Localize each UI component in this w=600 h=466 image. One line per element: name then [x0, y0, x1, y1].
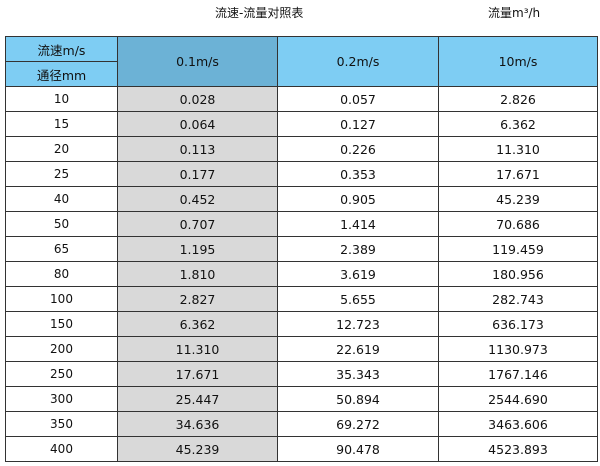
flow-cell: 0.127 [277, 111, 439, 137]
flow-cell: 0.064 [117, 111, 278, 137]
flow-cell: 17.671 [438, 161, 598, 187]
flow-cell: 0.177 [117, 161, 278, 187]
flow-cell: 6.362 [117, 311, 278, 337]
column-header: 10m/s [438, 36, 598, 87]
table-row: 150 6.362 12.723 636.173 [5, 311, 598, 337]
flow-cell: 1767.146 [438, 361, 598, 387]
flow-cell: 2.827 [117, 286, 278, 312]
flow-cell: 45.239 [117, 436, 278, 462]
speed-header: 流速m/s [5, 36, 118, 62]
flow-cell: 69.272 [277, 411, 439, 437]
column-header: 0.2m/s [277, 36, 439, 87]
flow-cell: 2544.690 [438, 386, 598, 412]
table-row: 15 0.064 0.127 6.362 [5, 111, 598, 137]
table-row: 65 1.195 2.389 119.459 [5, 236, 598, 262]
diameter-cell: 10 [5, 86, 118, 112]
flow-cell: 0.452 [117, 186, 278, 212]
flow-cell: 636.173 [438, 311, 598, 337]
table-row: 80 1.810 3.619 180.956 [5, 261, 598, 287]
diameter-header: 通径mm [5, 61, 118, 87]
table-row: 200 11.310 22.619 1130.973 [5, 336, 598, 362]
flow-cell: 180.956 [438, 261, 598, 287]
flow-cell: 282.743 [438, 286, 598, 312]
table-row: 400 45.239 90.478 4523.893 [5, 436, 598, 462]
column-header: 0.1m/s [117, 36, 278, 87]
diameter-cell: 80 [5, 261, 118, 287]
flow-cell: 90.478 [277, 436, 439, 462]
flow-cell: 0.707 [117, 211, 278, 237]
table-row: 50 0.707 1.414 70.686 [5, 211, 598, 237]
flow-cell: 2.389 [277, 236, 439, 262]
flow-cell: 1.810 [117, 261, 278, 287]
flow-cell: 3463.606 [438, 411, 598, 437]
table-row: 10 0.028 0.057 2.826 [5, 86, 598, 112]
flow-cell: 6.362 [438, 111, 598, 137]
flow-cell: 35.343 [277, 361, 439, 387]
flow-cell: 0.057 [277, 86, 439, 112]
diameter-cell: 20 [5, 136, 118, 162]
flow-cell: 45.239 [438, 186, 598, 212]
flow-cell: 119.459 [438, 236, 598, 262]
diameter-cell: 400 [5, 436, 118, 462]
flow-cell: 0.028 [117, 86, 278, 112]
flow-cell: 0.113 [117, 136, 278, 162]
flow-cell: 17.671 [117, 361, 278, 387]
table-row: 100 2.827 5.655 282.743 [5, 286, 598, 312]
flow-cell: 0.226 [277, 136, 439, 162]
flow-cell: 70.686 [438, 211, 598, 237]
diameter-cell: 250 [5, 361, 118, 387]
flow-cell: 1.414 [277, 211, 439, 237]
flow-cell: 1.195 [117, 236, 278, 262]
diameter-cell: 350 [5, 411, 118, 437]
diameter-cell: 50 [5, 211, 118, 237]
flow-cell: 0.905 [277, 186, 439, 212]
table-row: 300 25.447 50.894 2544.690 [5, 386, 598, 412]
table-row: 350 34.636 69.272 3463.606 [5, 411, 598, 437]
diameter-cell: 300 [5, 386, 118, 412]
diameter-cell: 200 [5, 336, 118, 362]
flow-cell: 4523.893 [438, 436, 598, 462]
flow-table: 流速m/s 0.1m/s 0.2m/s 10m/s 通径mm 10 0.028 0.… [5, 36, 598, 462]
flow-cell: 34.636 [117, 411, 278, 437]
flow-cell: 22.619 [277, 336, 439, 362]
table-row: 40 0.452 0.905 45.239 [5, 186, 598, 212]
diameter-cell: 100 [5, 286, 118, 312]
diameter-cell: 15 [5, 111, 118, 137]
table-row: 25 0.177 0.353 17.671 [5, 161, 598, 187]
flow-cell: 2.826 [438, 86, 598, 112]
table-row: 20 0.113 0.226 11.310 [5, 136, 598, 162]
diameter-cell: 40 [5, 186, 118, 212]
flow-cell: 11.310 [117, 336, 278, 362]
diameter-cell: 65 [5, 236, 118, 262]
flow-cell: 5.655 [277, 286, 439, 312]
unit-label: 流量m³/h [488, 6, 541, 20]
table-title: 流速-流量对照表 [215, 6, 304, 20]
table-row: 250 17.671 35.343 1767.146 [5, 361, 598, 387]
flow-cell: 11.310 [438, 136, 598, 162]
flow-cell: 25.447 [117, 386, 278, 412]
diameter-cell: 25 [5, 161, 118, 187]
flow-cell: 12.723 [277, 311, 439, 337]
flow-cell: 50.894 [277, 386, 439, 412]
flow-cell: 3.619 [277, 261, 439, 287]
diameter-cell: 150 [5, 311, 118, 337]
flow-cell: 0.353 [277, 161, 439, 187]
flow-cell: 1130.973 [438, 336, 598, 362]
